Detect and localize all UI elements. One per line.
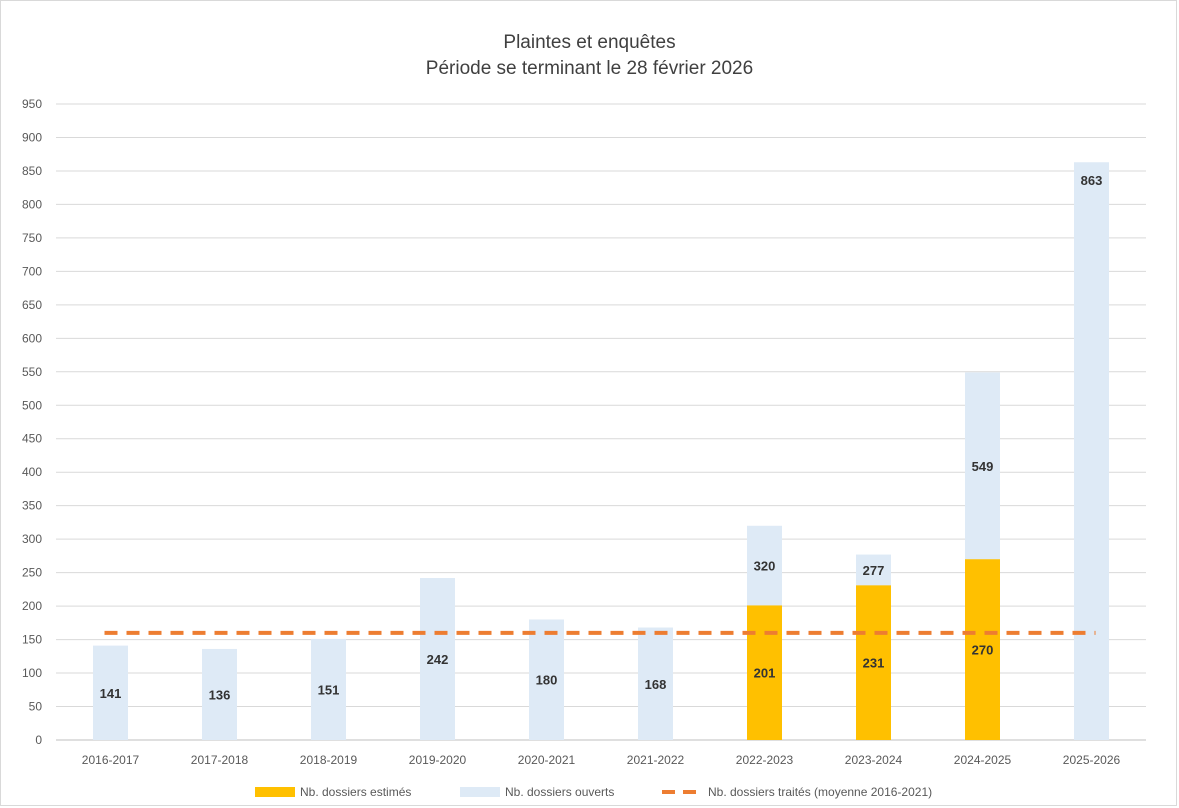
bar-ouverts bbox=[93, 645, 128, 740]
x-tick-label: 2025-2026 bbox=[1063, 753, 1121, 767]
y-tick-label: 0 bbox=[35, 733, 42, 747]
y-tick-label: 100 bbox=[22, 666, 42, 680]
x-tick-label: 2023-2024 bbox=[845, 753, 903, 767]
y-tick-label: 800 bbox=[22, 197, 42, 211]
bar-ouverts bbox=[638, 627, 673, 740]
y-tick-label: 750 bbox=[22, 231, 42, 245]
x-tick-label: 2019-2020 bbox=[409, 753, 467, 767]
data-label-ouverts: 863 bbox=[1081, 173, 1103, 188]
y-tick-label: 250 bbox=[22, 566, 42, 580]
legend-swatch-ouverts bbox=[460, 787, 500, 797]
data-label-ouverts: 242 bbox=[427, 652, 449, 667]
data-label-ouverts: 277 bbox=[863, 563, 885, 578]
chart-title: Plaintes et enquêtes bbox=[503, 32, 676, 53]
bar-estimes bbox=[747, 605, 782, 740]
x-tick-label: 2020-2021 bbox=[518, 753, 576, 767]
data-label-estimes: 231 bbox=[863, 656, 885, 671]
data-label-ouverts: 151 bbox=[318, 682, 340, 697]
y-tick-label: 550 bbox=[22, 365, 42, 379]
y-tick-label: 300 bbox=[22, 532, 42, 546]
data-label-estimes: 270 bbox=[972, 643, 994, 658]
y-tick-label: 50 bbox=[29, 700, 43, 714]
y-tick-label: 700 bbox=[22, 264, 42, 278]
y-tick-label: 450 bbox=[22, 432, 42, 446]
bar-ouverts bbox=[420, 577, 455, 740]
data-label-ouverts: 180 bbox=[536, 673, 558, 688]
data-label-ouverts: 168 bbox=[645, 677, 667, 692]
bar-estimes bbox=[965, 559, 1000, 740]
data-label-ouverts: 320 bbox=[754, 559, 776, 574]
data-label-ouverts: 141 bbox=[100, 686, 122, 701]
legend-label-moyenne: Nb. dossiers traités (moyenne 2016-2021) bbox=[708, 785, 932, 799]
x-tick-label: 2021-2022 bbox=[627, 753, 685, 767]
chart-title-block: Plaintes et enquêtes Période se terminan… bbox=[0, 30, 1179, 82]
x-tick-label: 2017-2018 bbox=[191, 753, 249, 767]
bar-estimes bbox=[856, 585, 891, 740]
y-tick-label: 600 bbox=[22, 331, 42, 345]
bar-ouverts bbox=[202, 648, 237, 740]
data-label-estimes: 201 bbox=[754, 666, 776, 681]
x-tick-label: 2024-2025 bbox=[954, 753, 1012, 767]
y-tick-label: 900 bbox=[22, 130, 42, 144]
y-tick-label: 400 bbox=[22, 465, 42, 479]
y-tick-label: 850 bbox=[22, 164, 42, 178]
chart-subtitle: Période se terminant le 28 février 2026 bbox=[425, 58, 754, 79]
data-label-ouverts: 549 bbox=[972, 459, 994, 474]
y-tick-label: 500 bbox=[22, 398, 42, 412]
bar-ouverts bbox=[1074, 162, 1109, 741]
y-tick-label: 200 bbox=[22, 599, 42, 613]
legend-swatch-estimes bbox=[255, 787, 295, 797]
y-tick-label: 950 bbox=[22, 97, 42, 111]
bar-ouverts bbox=[529, 619, 564, 740]
legend-label-ouverts: Nb. dossiers ouverts bbox=[505, 785, 614, 799]
x-tick-label: 2016-2017 bbox=[82, 753, 140, 767]
y-tick-label: 150 bbox=[22, 633, 42, 647]
y-tick-label: 350 bbox=[22, 499, 42, 513]
y-tick-label: 650 bbox=[22, 298, 42, 312]
x-tick-label: 2022-2023 bbox=[736, 753, 794, 767]
data-label-ouverts: 136 bbox=[209, 687, 231, 702]
legend-label-estimes: Nb. dossiers estimés bbox=[300, 785, 411, 799]
x-tick-label: 2018-2019 bbox=[300, 753, 358, 767]
bar-ouverts bbox=[311, 638, 346, 740]
